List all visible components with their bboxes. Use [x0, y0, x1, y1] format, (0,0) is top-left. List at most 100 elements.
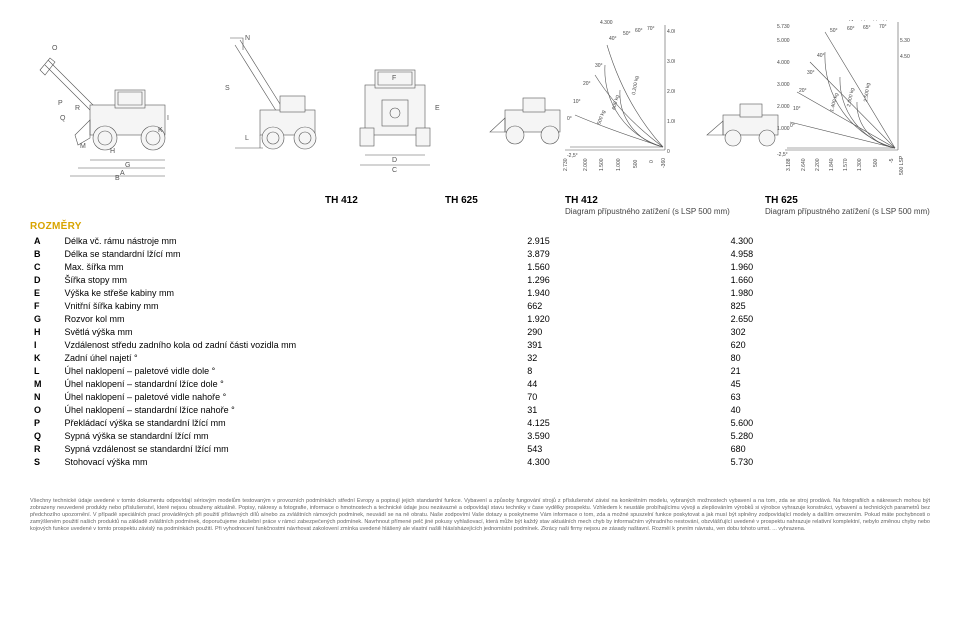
dim-key: S: [30, 455, 61, 468]
table-row: PPřekládací výška se standardní lžící mm…: [30, 416, 930, 429]
svg-text:H: H: [110, 148, 115, 155]
dim-label: Délka vč. rámu nástroje mm: [61, 234, 524, 247]
dim-key: A: [30, 234, 61, 247]
svg-text:C: C: [392, 167, 397, 174]
dim-key: R: [30, 442, 61, 455]
svg-text:500: 500: [873, 158, 879, 167]
svg-text:50°: 50°: [830, 28, 838, 34]
svg-text:70°: 70°: [647, 26, 655, 32]
table-row: RSypná vzdálenost se standardní lžící mm…: [30, 442, 930, 455]
svg-text:3.000: 3.000: [777, 82, 790, 88]
svg-text:L: L: [245, 135, 249, 142]
dim-value-1: 1.920: [523, 312, 726, 325]
dim-key: M: [30, 377, 61, 390]
svg-text:0: 0: [667, 149, 670, 155]
dim-key: Q: [30, 429, 61, 442]
svg-text:500: 500: [633, 159, 639, 168]
dim-value-1: 8: [523, 364, 726, 377]
svg-text:0: 0: [649, 160, 655, 163]
table-row: GRozvor kol mm1.9202.650: [30, 312, 930, 325]
svg-text:0°: 0°: [567, 116, 572, 122]
svg-text:1.000: 1.000: [777, 126, 790, 132]
svg-text:30°: 30°: [595, 63, 603, 69]
svg-text:5.300: 5.300: [900, 38, 910, 44]
dimensions-table: ADélka vč. rámu nástroje mm2.9154.300BDé…: [30, 234, 930, 468]
dim-value-1: 1.940: [523, 286, 726, 299]
dim-label: Úhel naklopení – paletové vidle nahoře °: [61, 390, 524, 403]
dim-label: Šířka stopy mm: [61, 273, 524, 286]
svg-text:M: M: [80, 143, 86, 150]
svg-text:1.000: 1.000: [616, 158, 622, 171]
table-row: BDélka se standardní lžící mm3.8794.958: [30, 247, 930, 260]
diagram-boom-forks: N S L: [205, 20, 325, 180]
diagram-row: O R Q P M H K I: [30, 20, 930, 180]
svg-text:20°: 20°: [583, 81, 591, 87]
dimensions-heading: ROZMĚRY: [30, 221, 930, 232]
svg-text:1.300: 1.300: [857, 158, 863, 171]
svg-text:500 LSP: 500 LSP: [899, 155, 905, 175]
svg-text:4.000: 4.000: [777, 60, 790, 66]
legal-disclaimer: Všechny technické údaje uvedené v tomto …: [30, 498, 930, 532]
load-chart-th412: 4.000 3.000 2.000 1.000 0 4.300: [465, 20, 675, 180]
dim-value-2: 63: [727, 390, 930, 403]
dim-label: Zadní úhel najetí °: [61, 351, 524, 364]
dim-value-1: 391: [523, 338, 726, 351]
svg-text:-360: -360: [661, 158, 667, 168]
dim-value-2: 680: [727, 442, 930, 455]
dim-value-2: 45: [727, 377, 930, 390]
svg-text:K: K: [158, 127, 163, 134]
svg-text:4.500: 4.500: [900, 54, 910, 60]
svg-text:2.089: 2.089: [849, 20, 855, 21]
dim-value-1: 3.590: [523, 429, 726, 442]
dim-key: L: [30, 364, 61, 377]
dim-label: Rozvor kol mm: [61, 312, 524, 325]
model-th625: TH 625: [445, 195, 565, 217]
svg-text:65°: 65°: [863, 25, 871, 31]
dim-key: O: [30, 403, 61, 416]
svg-text:1.840: 1.840: [829, 158, 835, 171]
dim-value-1: 4.125: [523, 416, 726, 429]
dim-value-2: 620: [727, 338, 930, 351]
svg-text:20°: 20°: [799, 88, 807, 94]
svg-text:1.400 kg: 1.400 kg: [829, 92, 840, 112]
chart-heading-th625: TH 625 Diagram přípustného zatížení (s L…: [765, 195, 960, 217]
table-row: MÚhel naklopení – standardní lžíce dole …: [30, 377, 930, 390]
svg-text:-2,5°: -2,5°: [777, 152, 788, 158]
dim-value-1: 70: [523, 390, 726, 403]
svg-text:5.000: 5.000: [777, 38, 790, 44]
svg-text:1.570: 1.570: [843, 158, 849, 171]
dim-label: Světlá výška mm: [61, 325, 524, 338]
svg-text:30°: 30°: [807, 70, 815, 76]
dim-label: Sypná vzdálenost se standardní lžící mm: [61, 442, 524, 455]
svg-text:5.730: 5.730: [777, 24, 790, 30]
svg-text:D: D: [392, 157, 397, 164]
dim-value-1: 32: [523, 351, 726, 364]
dim-label: Sypná výška se standardní lžící mm: [61, 429, 524, 442]
table-row: LÚhel naklopení – paletové vidle dole °8…: [30, 364, 930, 377]
dim-key: N: [30, 390, 61, 403]
svg-text:E: E: [435, 105, 440, 112]
dim-key: C: [30, 260, 61, 273]
dim-value-2: 1.960: [727, 260, 930, 273]
dim-value-2: 4.958: [727, 247, 930, 260]
table-row: NÚhel naklopení – paletové vidle nahoře …: [30, 390, 930, 403]
svg-text:70°: 70°: [879, 24, 887, 30]
table-row: CMax. šířka mm1.5601.960: [30, 260, 930, 273]
dim-label: Délka se standardní lžící mm: [61, 247, 524, 260]
svg-text:O: O: [52, 45, 58, 52]
dim-label: Úhel naklopení – paletové vidle dole °: [61, 364, 524, 377]
dim-key: G: [30, 312, 61, 325]
dim-value-2: 2.650: [727, 312, 930, 325]
diagram-rear-view: F E D C: [340, 20, 450, 180]
svg-text:10°: 10°: [573, 99, 581, 105]
svg-text:4.300: 4.300: [600, 20, 613, 26]
svg-text:Q: Q: [60, 115, 66, 122]
table-row: EVýška ke střeše kabiny mm1.9401.980: [30, 286, 930, 299]
svg-text:600 kg: 600 kg: [611, 94, 621, 110]
table-row: IVzdálenost středu zadního kola od zadní…: [30, 338, 930, 351]
svg-text:1.015: 1.015: [883, 20, 889, 21]
dim-label: Výška ke střeše kabiny mm: [61, 286, 524, 299]
svg-text:2.000: 2.000: [667, 89, 675, 95]
dim-value-1: 290: [523, 325, 726, 338]
model-header-row: TH 412 TH 625 TH 412 Diagram přípustného…: [30, 195, 930, 217]
